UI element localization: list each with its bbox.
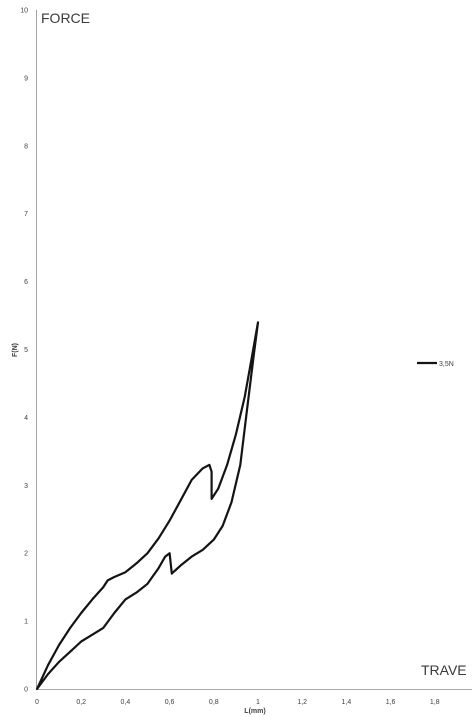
x-tick-label: 1,2 [297, 699, 307, 706]
y-tick-label: 2 [24, 551, 28, 558]
y-tick-label: 3 [24, 483, 28, 490]
y-tick-label: 7 [24, 211, 28, 218]
y-tick-label: 10 [20, 8, 28, 15]
x-tick-label: 0,8 [209, 699, 219, 706]
y-tick-label: 9 [24, 75, 28, 82]
legend-label-3-5n: 3,5N [439, 361, 454, 368]
y-axis-title: F(N) [12, 343, 19, 357]
x-tick-label: 0 [35, 699, 39, 706]
x-tick-label: 1 [256, 699, 260, 706]
x-tick-labels: 0 0,2 0,4 0,6 0,8 1 1,2 1,4 1,6 1,8 [35, 699, 440, 706]
x-tick-label: 0,6 [165, 699, 175, 706]
x-tick-label: 0,4 [121, 699, 131, 706]
y-tick-label: 5 [24, 347, 28, 354]
x-tick-label: 1,4 [342, 699, 352, 706]
y-tick-label: 1 [24, 619, 28, 626]
corner-label-travel: TRAVE [421, 662, 467, 678]
y-tick-label: 8 [24, 143, 28, 150]
x-tick-label: 1,8 [430, 699, 440, 706]
y-tick-labels: 0 1 2 3 4 5 6 7 8 9 10 [20, 8, 28, 694]
series-line-3-5n [35, 321, 260, 691]
y-tick-label: 4 [24, 415, 28, 422]
y-tick-label: 0 [24, 687, 28, 694]
x-axis-title: L(mm) [244, 708, 265, 715]
legend: 3,5N [417, 361, 454, 368]
x-tick-label: 0,2 [76, 699, 86, 706]
series-group [35, 321, 260, 691]
x-tick-label: 1,6 [386, 699, 396, 706]
y-tick-label: 6 [24, 279, 28, 286]
corner-label-force: FORCE [41, 10, 90, 26]
